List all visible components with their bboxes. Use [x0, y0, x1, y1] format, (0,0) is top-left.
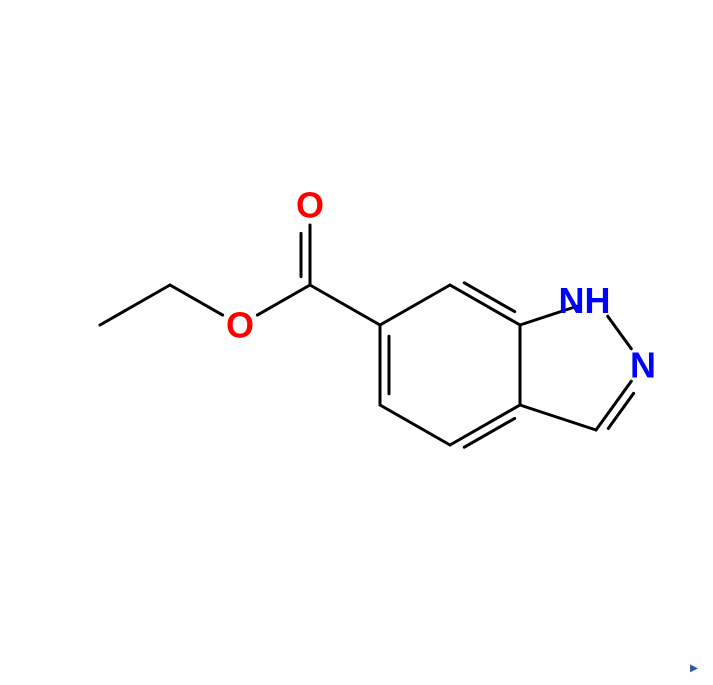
- bond: [380, 405, 450, 445]
- bond: [380, 285, 450, 325]
- bond: [170, 285, 223, 315]
- play-icon: ▸: [690, 660, 698, 677]
- atom-label: O: [296, 185, 324, 226]
- bond: [520, 405, 596, 430]
- bond: [608, 316, 632, 349]
- bond: [450, 405, 520, 445]
- atom-label: N: [630, 345, 656, 386]
- atom-label: O: [226, 305, 254, 346]
- atom-label-nh: NH: [558, 280, 610, 321]
- bond: [257, 285, 310, 315]
- bond: [100, 285, 170, 325]
- bond: [310, 285, 380, 325]
- bond: [450, 285, 520, 325]
- bond: [608, 393, 633, 428]
